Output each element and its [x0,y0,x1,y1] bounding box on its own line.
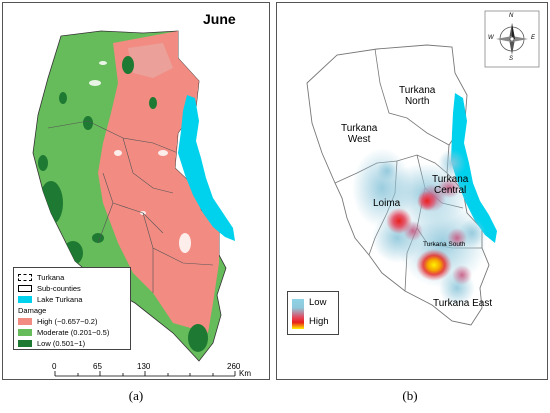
scale-tick-0: 0 [52,362,57,371]
low-damage-zones [38,56,208,352]
legend-lake: Lake Turkana [37,294,83,304]
label-loima: Loima [373,198,401,209]
label-turkana-north: Turkana North [399,85,435,107]
compass-e: E [531,35,536,41]
scale-bar [54,371,236,377]
label-turkana-south: Turkana South [423,241,466,248]
low-swatch [18,339,32,347]
scale-tick-260: 260 [227,362,241,371]
damage-map [32,30,236,377]
legend-low: Low (0.501−1) [37,338,86,348]
lake-turkana-b [451,93,497,243]
turkana-swatch [18,273,32,281]
hotspot-gradient [292,299,304,329]
label-turkana-central: Turkana Central [432,174,468,196]
map-panel-b: N S E W Turkana North Turkana West Turka… [276,2,548,380]
legend-damage-header: Damage [18,305,47,315]
lake-turkana [178,95,235,241]
legend-low-label: Low [309,297,327,308]
heat-hotspots [352,148,487,306]
legend-high-label: High [309,316,329,327]
scale-tick-65: 65 [93,362,102,371]
map-title: June [203,11,236,27]
label-turkana-west-1: Turkana [341,123,378,134]
label-turkana-central-2: Central [434,185,467,196]
legend-high: High (−0.657−0.2) [37,316,98,326]
subcounty-boundaries [47,120,214,293]
compass-n: N [509,13,514,19]
legend-turkana: Turkana [37,272,65,282]
damage-legend: Turkana Sub-counties Lake Turkana Damage… [13,267,131,350]
label-turkana-east: Turkana East [433,298,493,309]
lake-swatch [18,295,32,303]
legend-moderate: Moderate (0.201−0.5) [37,327,110,337]
compass-s: S [509,56,514,62]
compass-w: W [488,35,494,41]
moderate-swatch [18,328,32,336]
hotspot-map [306,10,540,326]
caption-a: (a) [128,388,144,403]
map-panel-a: June 0 65 130 260 Km Turkana Sub-countie… [2,2,270,380]
high-swatch [18,317,32,325]
label-turkana-central-1: Turkana [432,174,469,185]
caption-b: (b) [402,388,418,403]
scale-tick-130: 130 [137,362,151,371]
label-turkana-north-1: Turkana [399,85,436,96]
hotspot-legend: Low High [287,291,339,335]
scale-unit: Km [239,369,251,378]
subcounty-swatch [18,284,32,292]
north-arrow [484,10,540,68]
label-turkana-west: Turkana West [341,123,377,145]
label-turkana-west-2: West [347,134,371,145]
label-turkana-north-2: North [404,96,430,107]
legend-subcounties: Sub-counties [37,283,81,293]
